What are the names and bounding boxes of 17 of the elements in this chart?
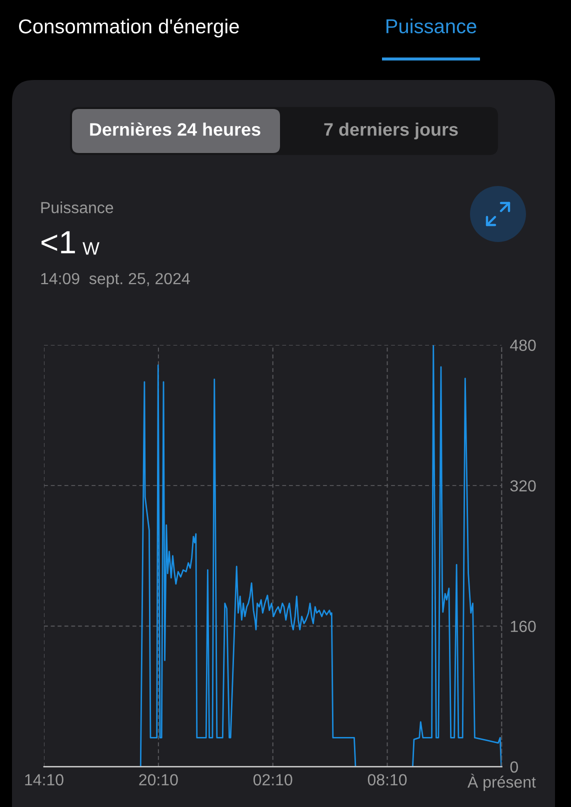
y-tick-label: 480 (510, 340, 536, 351)
text: Consommation d'énergie (19, 18, 239, 38)
x-tick-label: 14:10 (25, 774, 64, 786)
x-tick-label: À présent (467, 774, 536, 791)
x-tick-label: 08:10 (368, 774, 407, 786)
text: Dernières 24 heures (90, 122, 260, 136)
y-tick-label: 0 (510, 761, 518, 773)
text: Puissance (41, 202, 114, 214)
text: Puissance (386, 18, 476, 34)
text: W (82, 242, 100, 255)
x-tick-label: 02:10 (253, 774, 292, 786)
text: 7 derniers jours (324, 122, 458, 140)
y-tick-label: 160 (510, 620, 536, 632)
text: 14:09 sept. 25, 2024 (41, 272, 190, 288)
text: <1 (42, 231, 75, 254)
x-tick-label: 20:10 (139, 774, 178, 786)
y-tick-label: 320 (510, 480, 536, 492)
